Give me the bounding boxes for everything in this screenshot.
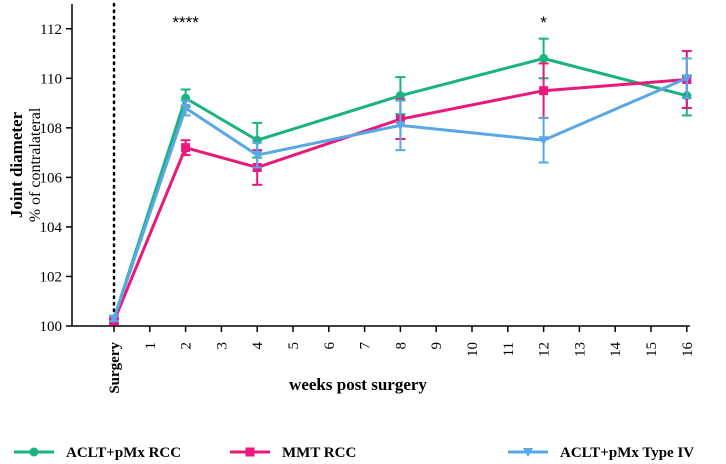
series-aclt-pmx-type-iv (109, 57, 692, 324)
legend-label: ACLT+pMx Type IV (560, 445, 694, 461)
legend-item: ACLT+pMx RCC (14, 445, 181, 461)
data-point (395, 91, 405, 101)
legend-swatch-marker (29, 447, 39, 457)
legend-swatch-marker (245, 447, 255, 457)
series-aclt-pmx-rcc (109, 37, 692, 324)
x-tick-label: 15 (644, 342, 660, 357)
x-tick-label: 11 (501, 342, 517, 356)
x-tick-label: 10 (465, 342, 481, 357)
y-tick-label: 100 (40, 319, 63, 335)
x-tick-label: 2 (179, 342, 195, 350)
y-axis-title: Joint diameter (7, 111, 26, 218)
x-tick-label: 3 (214, 342, 230, 350)
data-point (252, 151, 263, 161)
y-tick-label: 106 (40, 170, 63, 186)
significance-annotation: **** (172, 13, 199, 32)
y-axis-subtitle: % of contralateral (27, 107, 44, 222)
data-point (539, 86, 549, 96)
x-tick-label: 14 (608, 342, 624, 358)
data-point (538, 136, 549, 146)
y-tick-label: 102 (40, 269, 63, 285)
annotations: **** * (172, 13, 547, 32)
x-tick-label: 16 (680, 342, 696, 358)
data-point (681, 74, 692, 84)
y-tick-label: 108 (40, 121, 63, 137)
x-tick-label: 6 (322, 342, 338, 350)
data-point (395, 121, 406, 131)
data-point (539, 53, 549, 63)
y-tick-label: 110 (40, 71, 62, 87)
x-tick-label: 13 (572, 342, 588, 357)
x-tick-label: 7 (358, 342, 374, 350)
legend-swatch-marker (523, 448, 533, 457)
y-tick-label: 104 (40, 220, 63, 236)
series-line (112, 56, 688, 320)
legend-label: ACLT+pMx RCC (66, 445, 181, 461)
x-tick-label: 8 (393, 342, 409, 350)
x-tick-label: 4 (250, 342, 266, 350)
x-tick-label: 5 (286, 342, 302, 350)
series-line (112, 76, 688, 320)
series-layer (109, 37, 692, 326)
significance-annotation: * (540, 13, 547, 32)
x-tick-label: 9 (429, 342, 445, 350)
x-axis-title: weeks post surgery (289, 375, 427, 394)
x-tick-label: Surgery (107, 342, 123, 394)
legend-item: MMT RCC (230, 445, 356, 461)
x-tick-label: 12 (537, 342, 553, 357)
legend-item: ACLT+pMx Type IV (508, 445, 694, 461)
data-point (181, 143, 191, 153)
data-point (180, 104, 191, 114)
data-point (109, 314, 119, 324)
legend: ACLT+pMx RCC MMT RCC ACLT+pMx Type IV (14, 445, 694, 461)
series-line (112, 78, 687, 322)
x-tick-label: 1 (143, 342, 159, 350)
y-tick-label: 112 (40, 22, 62, 38)
legend-label: MMT RCC (282, 445, 356, 461)
